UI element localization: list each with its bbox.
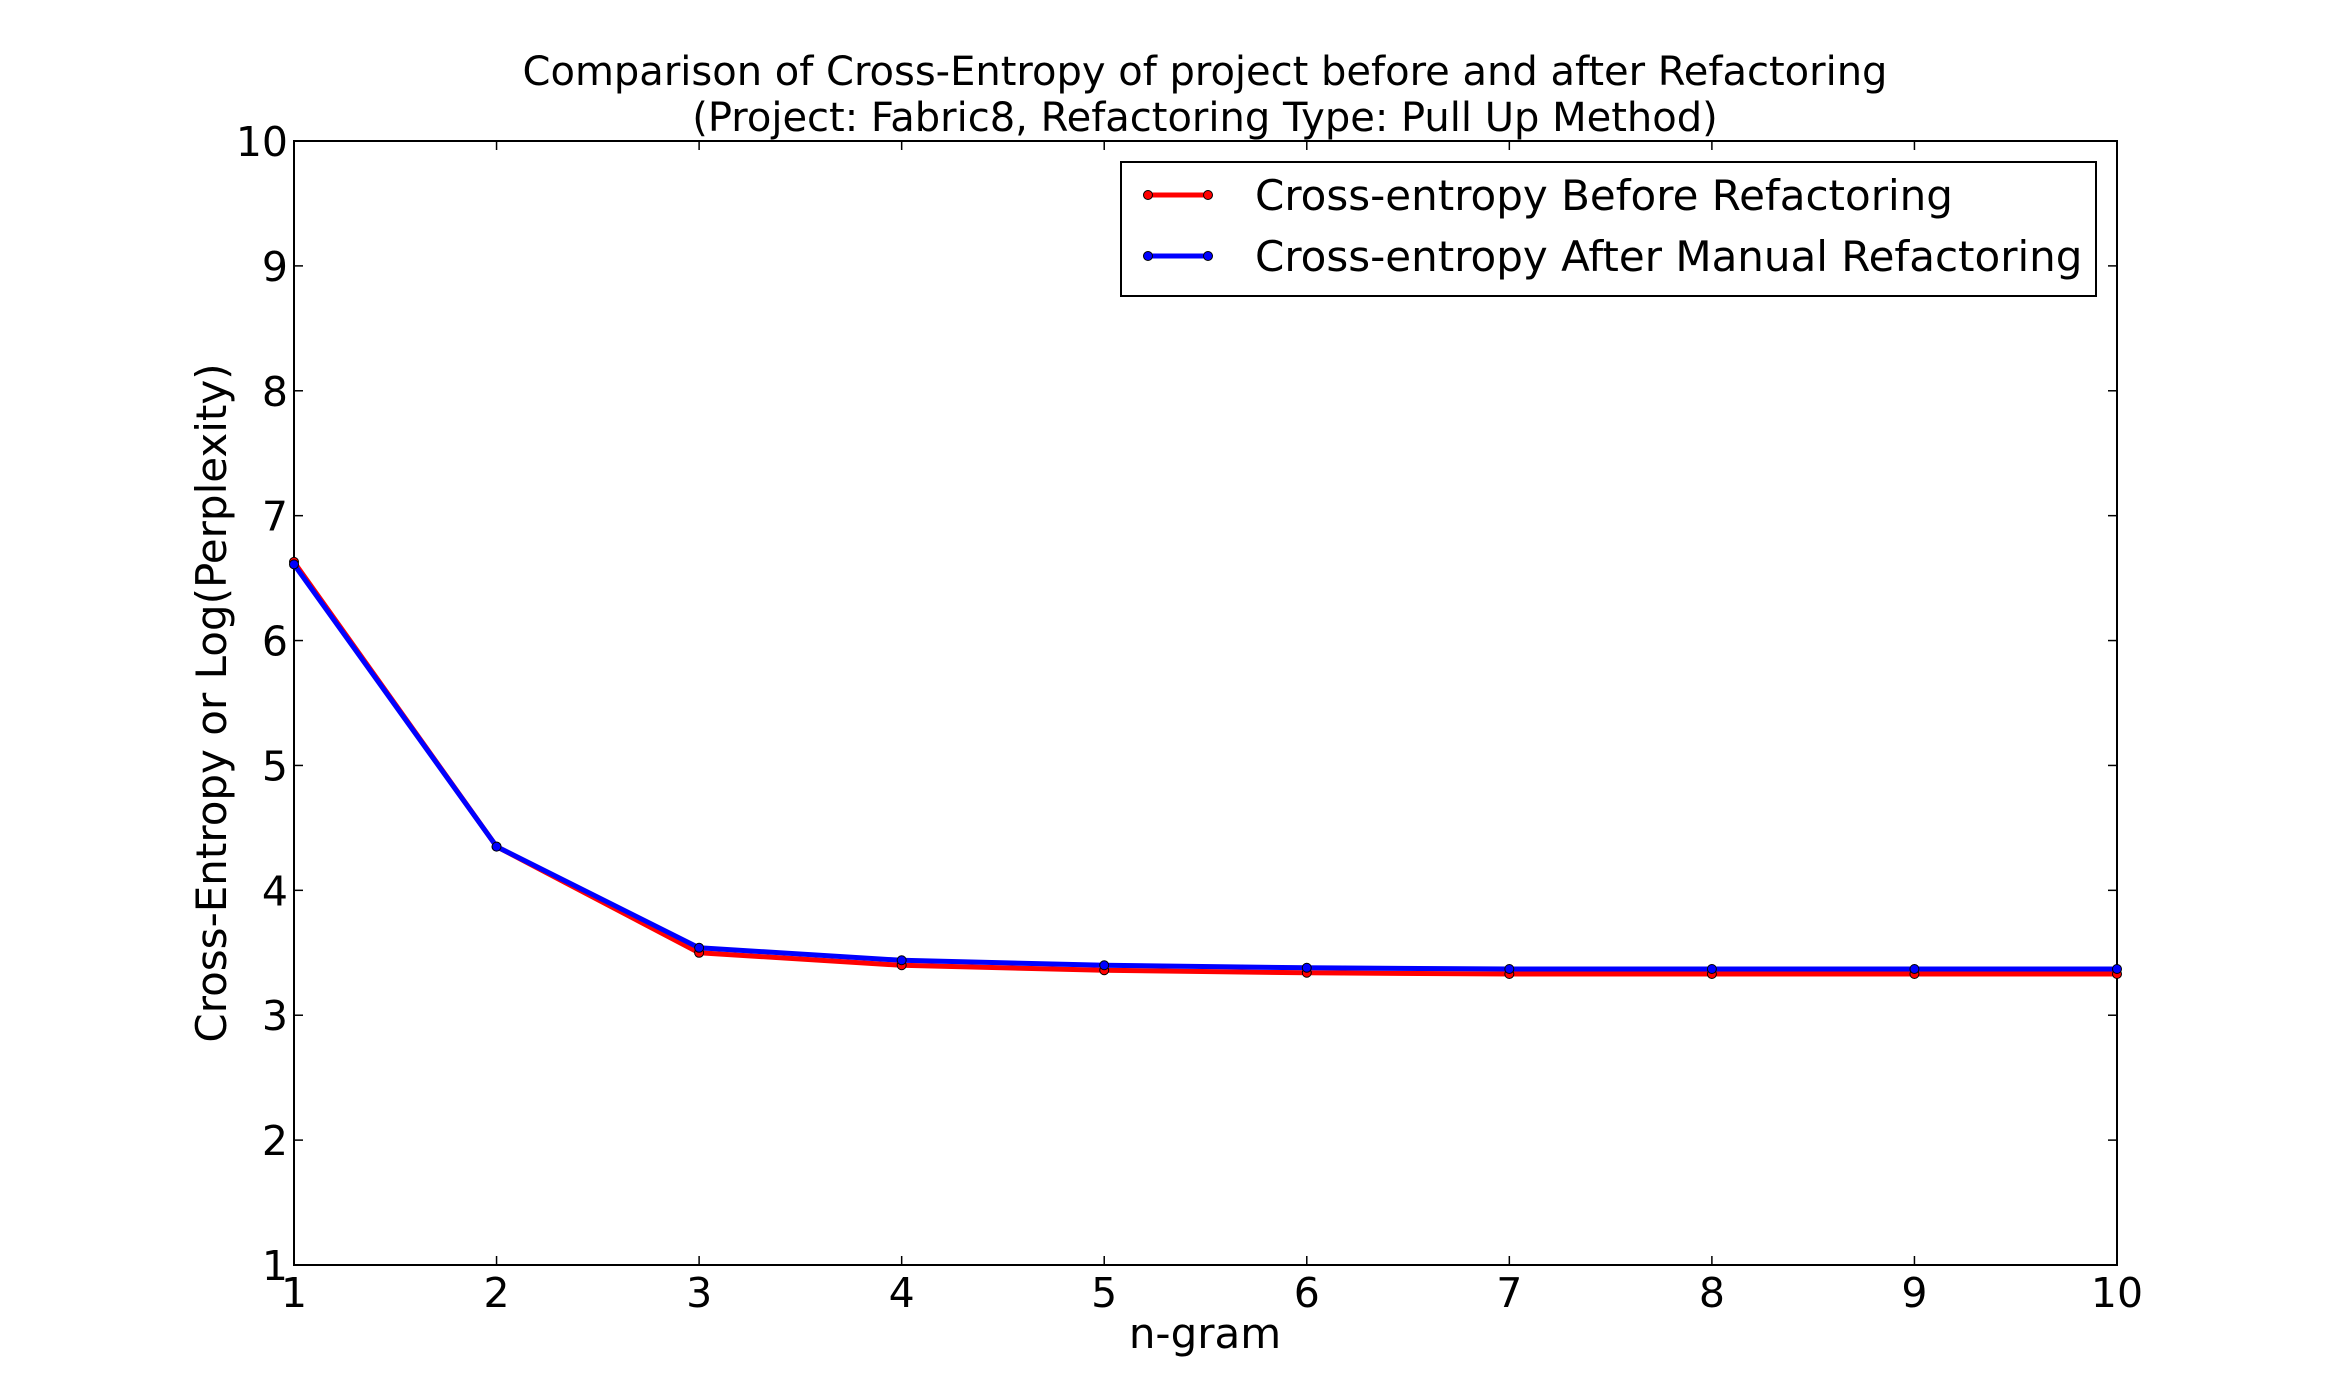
series-point: [1099, 960, 1110, 971]
legend-label-after: Cross-entropy After Manual Refactoring: [1255, 232, 2082, 281]
series-point: [491, 841, 502, 852]
x-tick-label: 2: [484, 1269, 510, 1317]
series-point: [694, 942, 705, 953]
x-tick-label: 9: [1901, 1269, 1927, 1317]
x-tick-label: 1: [281, 1269, 307, 1317]
series-point: [2112, 964, 2122, 975]
axis-ticks: 1 2 3 4 5 6 7 8 9 10 1 2 3 4 5 6 7 8 9 10: [236, 118, 2143, 1317]
y-tick-label: 9: [262, 243, 288, 291]
legend-marker-before-end: [1203, 190, 1213, 200]
x-tick-label: 8: [1699, 1269, 1725, 1317]
series-point: [1504, 964, 1515, 975]
y-axis-label: Cross-Entropy or Log(Perplexity): [187, 363, 236, 1042]
x-tick-label: 4: [889, 1269, 915, 1317]
chart-title: Comparison of Cross-Entropy of project b…: [523, 49, 1888, 95]
series-line-1: [291, 562, 2117, 972]
chart-subtitle: (Project: Fabric8, Refactoring Type: Pul…: [692, 95, 1717, 141]
series-point: [896, 955, 907, 966]
y-tick-label: 4: [262, 867, 288, 915]
x-tick-label: 3: [686, 1269, 712, 1317]
series-point: [1706, 964, 1717, 975]
y-tick-label: 6: [262, 618, 288, 666]
legend-frame: [1120, 161, 2097, 297]
y-tick-label: 7: [262, 493, 288, 541]
x-tick-label: 10: [2091, 1269, 2143, 1317]
legend-marker-before: [1143, 190, 1153, 200]
y-tick-label: 3: [262, 992, 288, 1040]
series-point: [1301, 962, 1312, 973]
x-tick-label: 5: [1091, 1269, 1117, 1317]
plot-frame: [293, 140, 2118, 1266]
legend: Cross-entropy Before Refactoring Cross-e…: [1120, 161, 2097, 297]
y-tick-label: 2: [262, 1117, 288, 1165]
series-point: [1909, 964, 1920, 975]
plot-area: [293, 140, 2118, 1266]
legend-label-before: Cross-entropy Before Refactoring: [1255, 171, 1953, 220]
y-tick-label: 1: [262, 1242, 288, 1290]
series-layer: [289, 556, 2122, 980]
y-tick-label: 5: [262, 742, 288, 790]
series-point: [289, 559, 299, 570]
y-tick-label: 8: [262, 368, 288, 416]
x-axis-label: n-gram: [1129, 1309, 1281, 1358]
legend-marker-after-end: [1203, 251, 1213, 261]
y-tick-label: 10: [236, 118, 288, 166]
x-tick-label: 7: [1496, 1269, 1522, 1317]
x-tick-label: 6: [1294, 1269, 1320, 1317]
legend-marker-after: [1143, 251, 1153, 261]
